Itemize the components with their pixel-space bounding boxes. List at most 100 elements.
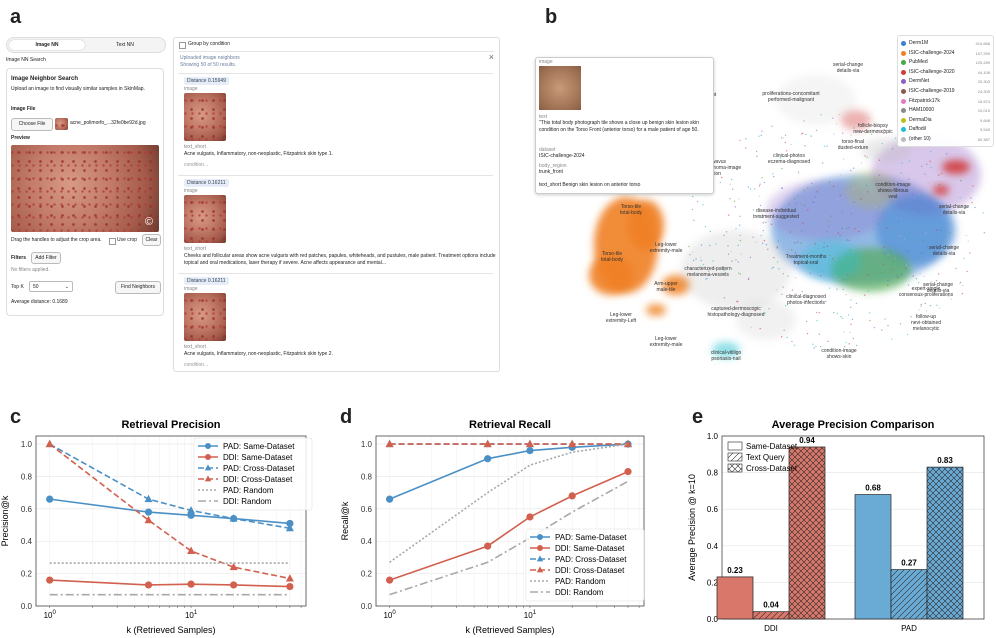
data-point xyxy=(144,494,153,503)
add-filter-button[interactable]: Add Filter xyxy=(31,252,61,264)
tab-text-nn[interactable]: Text NN xyxy=(116,42,134,48)
cluster-label: clinical-vitiligo psoriasis-nail xyxy=(711,350,742,362)
choose-file-button[interactable]: Choose File xyxy=(11,118,53,131)
chart-title: Retrieval Recall xyxy=(469,419,551,431)
data-point xyxy=(187,580,195,588)
legend-label: Cross-Dataset xyxy=(746,464,798,473)
tooltip-dataset-label: dataset xyxy=(539,147,556,153)
cluster-label: condition-image shows-fibrous vest xyxy=(875,182,911,200)
data-point xyxy=(187,506,196,514)
result-text: Acne vulgaris, Inflammatory, non-neoplas… xyxy=(184,351,333,357)
cluster-label: Torso-tile total-body xyxy=(620,204,642,216)
data-point xyxy=(229,514,238,522)
y-tick-label: 0.8 xyxy=(361,472,373,481)
legend-label: DDI: Random xyxy=(223,497,272,506)
data-point xyxy=(568,439,577,448)
cluster-label: characterized-pattern melanoma-vessels xyxy=(684,266,731,278)
bar-value-label: 0.23 xyxy=(727,566,743,575)
legend-item[interactable]: PubMed 120,289 xyxy=(901,58,990,67)
legend-item[interactable]: HAM10000 10,015 xyxy=(901,106,990,115)
tooltip-text-label: text xyxy=(539,114,548,120)
cluster-label: expert-single consensus-proliferations xyxy=(899,286,954,298)
legend-swatch xyxy=(901,98,906,104)
legend-item[interactable]: DermNet 20,303 xyxy=(901,77,990,86)
legend-label: PAD: Random xyxy=(555,577,606,586)
embedding-map[interactable]: serial-change details-via proliferations-c… xyxy=(526,30,996,390)
tooltip-image xyxy=(539,66,581,110)
group-by-label: Group by condition xyxy=(188,41,230,47)
legend-count: 9,848 xyxy=(979,117,990,123)
legend-name: DermNet xyxy=(909,78,930,85)
image-label: image xyxy=(184,188,198,194)
legend-label: DDI: Same-Dataset xyxy=(223,453,293,462)
legend-item[interactable]: Derm1M 410,668 xyxy=(901,39,990,48)
cluster-label: follow-up nevi-obtained melanocytic xyxy=(911,314,941,332)
y-tick-label: 1.0 xyxy=(361,440,373,449)
y-tick-label: 0.4 xyxy=(21,537,33,546)
data-point xyxy=(483,439,492,448)
legend-item[interactable]: Fitzpatrick17k 16,574 xyxy=(901,97,990,106)
data-point xyxy=(624,439,633,448)
result-item[interactable]: Distance 0.15949 image text_short Acne v… xyxy=(178,73,493,174)
data-point xyxy=(385,495,394,503)
legend-count: 9,545 xyxy=(979,127,990,133)
neighbor-results-panel: Group by condition Uploaded image neighb… xyxy=(173,37,500,372)
legend-swatch xyxy=(901,137,906,142)
use-crop-checkbox[interactable] xyxy=(109,238,116,245)
distance-badge: Distance 0.16211 xyxy=(184,277,229,285)
result-image[interactable] xyxy=(184,195,226,243)
legend-swatch xyxy=(901,108,906,114)
preview-image[interactable]: © xyxy=(11,145,159,232)
condition-link[interactable]: condition... xyxy=(184,162,209,168)
clear-button[interactable]: Clear xyxy=(142,234,161,246)
data-point xyxy=(285,523,294,532)
y-tick-label: 0.2 xyxy=(21,570,33,579)
data-point xyxy=(286,582,294,591)
legend-item[interactable]: ISIC-challenge-2024 107,259 xyxy=(901,49,990,58)
legend-item[interactable]: DermaDia 9,848 xyxy=(901,116,990,125)
result-image[interactable] xyxy=(184,93,226,141)
tab-image-nn[interactable]: Image NN xyxy=(9,40,85,50)
bar-value-label: 0.27 xyxy=(901,559,917,568)
legend-count: 107,259 xyxy=(975,50,990,56)
y-tick-label: 0.8 xyxy=(21,472,33,481)
legend-swatch xyxy=(901,127,906,133)
tooltip-text-short: text_short Benign skin lesion on anterio… xyxy=(539,182,641,188)
legend-item[interactable]: ISIC-challenge-2019 24,309 xyxy=(901,87,990,96)
cluster-label: Leg-lower extremity-male xyxy=(650,336,683,348)
x-axis-label: k (Retrieved Samples) xyxy=(465,625,554,635)
legend-swatch xyxy=(901,79,906,85)
bar-value-label: 0.83 xyxy=(937,456,953,465)
legend-item[interactable]: ISIC-challenge-2020 44,108 xyxy=(901,68,990,77)
result-image[interactable] xyxy=(184,293,226,341)
legend-label: PAD: Cross-Dataset xyxy=(223,464,295,473)
condition-link[interactable]: condition... xyxy=(184,362,209,368)
legend-item[interactable]: (other 10) 60,387 xyxy=(901,135,990,144)
group-by-checkbox[interactable] xyxy=(179,42,186,49)
series-line xyxy=(389,480,629,596)
find-neighbors-button[interactable]: Find Neighbors xyxy=(115,281,161,294)
legend-item[interactable]: Daffodil 9,545 xyxy=(901,125,990,134)
y-tick-label: 0.6 xyxy=(707,505,719,514)
topk-select[interactable]: 50 ⌄ xyxy=(29,281,73,292)
legend-name: Daffodil xyxy=(909,126,926,133)
text-short-label: text_short xyxy=(184,246,206,252)
legend-label: PAD: Random xyxy=(223,486,274,495)
tooltip-dataset: ISIC-challenge-2024 xyxy=(539,153,585,159)
chart-title: Average Precision Comparison xyxy=(772,419,935,431)
data-point xyxy=(144,515,153,524)
result-item[interactable]: Distance 0.16211 image text_short Acne v… xyxy=(178,273,493,370)
data-point xyxy=(484,542,492,550)
cluster-label: follicle-biopsy new-dermoscopic xyxy=(853,123,893,135)
dataset-legend: Derm1M 410,668 ISIC-challenge-2024 107,259 P… xyxy=(897,35,994,147)
distance-badge: Distance 0.16211 xyxy=(184,179,229,187)
y-tick-label: 0.4 xyxy=(361,537,373,546)
bar-hatch xyxy=(927,467,963,619)
legend-count: 44,108 xyxy=(977,69,990,75)
y-tick-label: 0.0 xyxy=(707,615,719,624)
y-tick-label: 0.2 xyxy=(707,578,719,587)
cluster-label: Treatment-months topical-oral xyxy=(786,254,827,266)
result-item[interactable]: Distance 0.16211 image text_short Cheeks… xyxy=(178,175,496,272)
close-icon[interactable]: × xyxy=(488,52,494,62)
cluster-label: Leg-lower extremity-male xyxy=(650,242,683,254)
